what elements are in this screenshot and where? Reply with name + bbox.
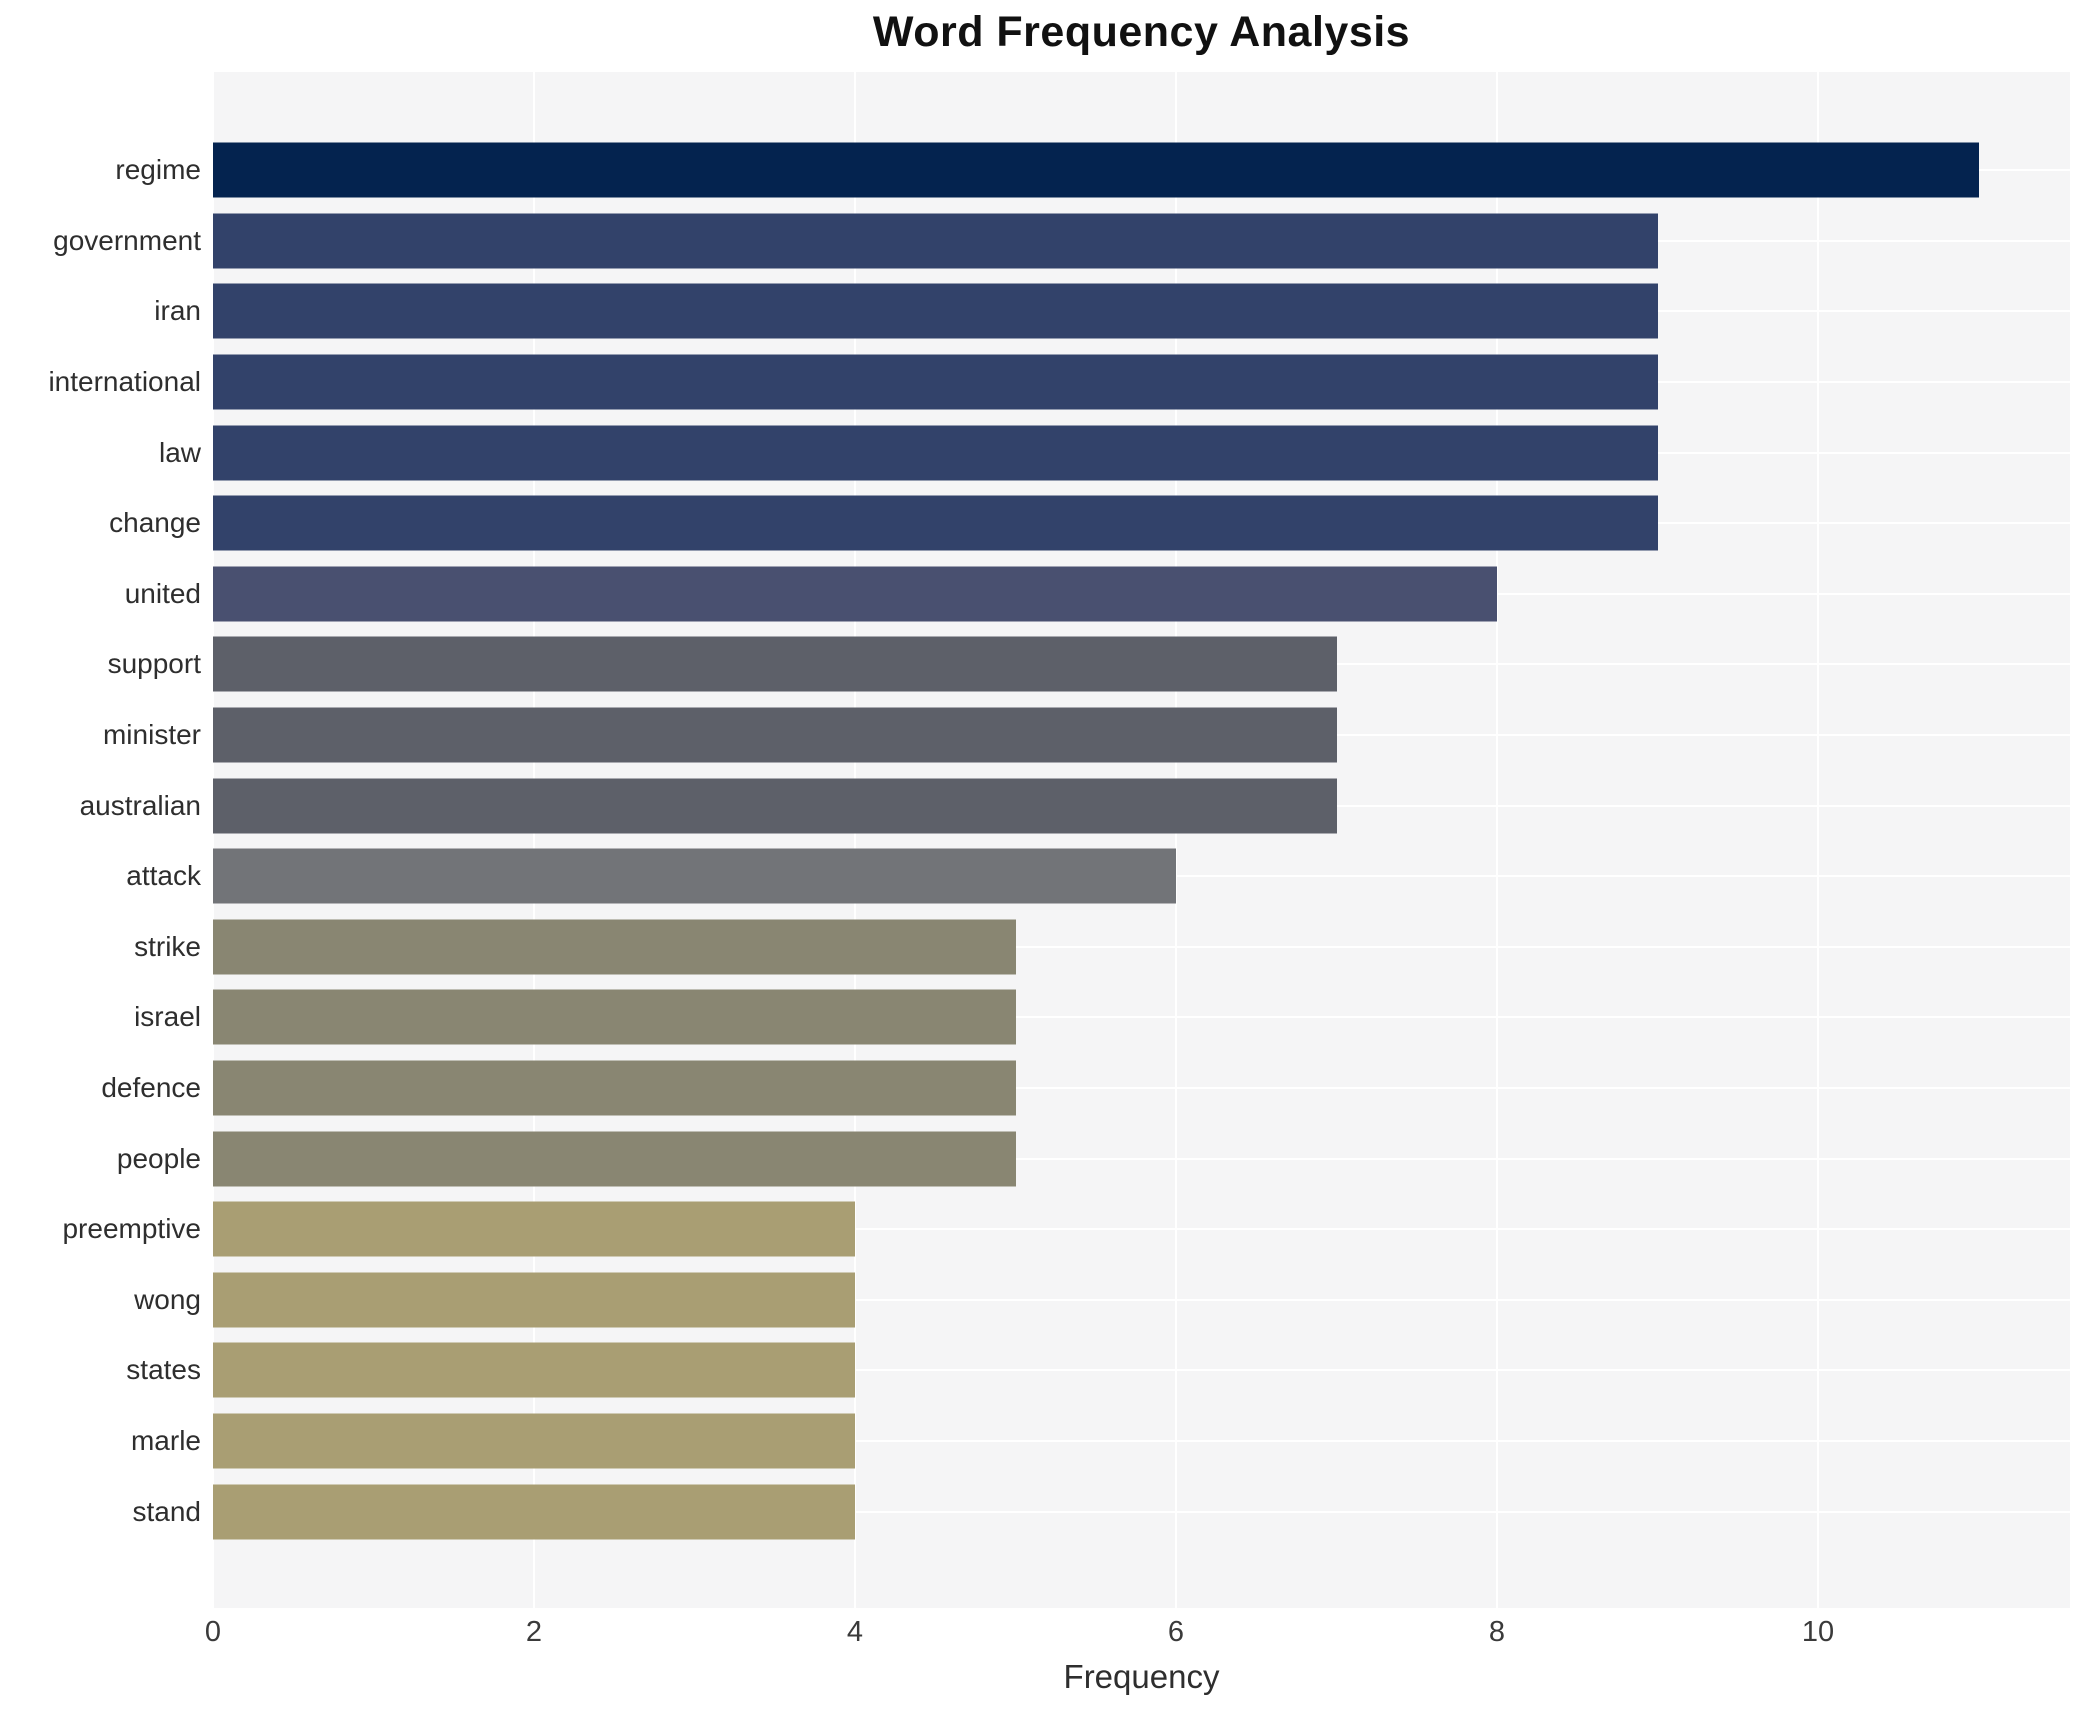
bar-row-australian (213, 770, 2070, 841)
frequency-bar-australian (213, 778, 1337, 834)
gridline-x-8 (1496, 72, 1498, 1608)
gridline-y-israel (213, 1016, 2070, 1019)
bar-row-israel (213, 982, 2070, 1053)
bar-row-law (213, 417, 2070, 488)
category-label-israel: israel (134, 1001, 201, 1033)
gridline-y-states (213, 1369, 2070, 1372)
bar-row-iran (213, 276, 2070, 347)
x-tick-label-2: 2 (525, 1616, 543, 1648)
frequency-bar-marle (213, 1413, 855, 1469)
bar-row-stand (213, 1476, 2070, 1547)
x-tick-label-8: 8 (1488, 1616, 1506, 1648)
gridline-x-6 (1175, 72, 1177, 1608)
gridline-x-2 (533, 72, 535, 1608)
x-tick-label-10: 10 (1801, 1616, 1835, 1648)
category-label-law: law (158, 436, 201, 468)
chart-title: Word Frequency Analysis (872, 8, 1411, 56)
bar-row-united (213, 559, 2070, 630)
bar-rows (213, 135, 2070, 1547)
bar-row-change (213, 488, 2070, 559)
frequency-bar-international (213, 354, 1658, 410)
y-axis-labels: regime government iran international law chan… (0, 135, 201, 1547)
frequency-bar-wong (213, 1272, 855, 1328)
category-label-preemptive: preemptive (62, 1213, 201, 1245)
category-label-defence: defence (101, 1072, 201, 1104)
gridline-x-10 (1817, 72, 1819, 1608)
frequency-bar-strike (213, 919, 1016, 975)
category-label-minister: minister (102, 719, 201, 751)
bar-row-preemptive (213, 1194, 2070, 1265)
x-tick-label-4: 4 (846, 1616, 864, 1648)
bar-row-international (213, 347, 2070, 418)
category-label-states: states (126, 1354, 201, 1386)
frequency-bar-united (213, 566, 1497, 622)
gridline-y-strike (213, 945, 2070, 948)
category-label-united: united (124, 577, 201, 609)
bar-row-states (213, 1335, 2070, 1406)
category-label-attack: attack (126, 860, 201, 892)
gridline-y-preemptive (213, 1228, 2070, 1231)
bar-row-wong (213, 1265, 2070, 1336)
frequency-bar-preemptive (213, 1201, 855, 1257)
frequency-bar-states (213, 1342, 855, 1398)
x-axis: 0 2 4 6 8 10 (205, 1616, 2070, 1652)
frequency-bar-regime (213, 142, 1979, 198)
category-label-change: change (109, 507, 201, 539)
category-label-international: international (48, 366, 201, 398)
category-label-stand: stand (132, 1495, 202, 1527)
bar-row-minister (213, 700, 2070, 771)
category-label-iran: iran (154, 295, 201, 327)
frequency-bar-law (213, 425, 1658, 481)
frequency-bar-support (213, 636, 1337, 692)
x-axis-label: Frequency (1063, 1658, 1220, 1695)
frequency-bar-change (213, 495, 1658, 551)
category-label-strike: strike (134, 930, 201, 962)
bar-row-marle (213, 1406, 2070, 1477)
bar-row-regime (213, 135, 2070, 206)
gridline-y-defence (213, 1087, 2070, 1090)
category-label-wong: wong (134, 1283, 201, 1315)
frequency-bar-attack (213, 848, 1176, 904)
frequency-bar-government (213, 213, 1658, 269)
category-label-australian: australian (79, 789, 201, 821)
plot-area (212, 72, 2070, 1608)
gridline-y-stand (213, 1510, 2070, 1513)
bar-row-attack (213, 841, 2070, 912)
gridline-y-marle (213, 1439, 2070, 1442)
gridline-x-0 (212, 72, 214, 1608)
frequency-bar-minister (213, 707, 1337, 763)
gridline-y-wong (213, 1298, 2070, 1301)
category-label-support: support (107, 648, 201, 680)
bar-row-support (213, 629, 2070, 700)
frequency-bar-stand (213, 1484, 855, 1540)
category-label-marle: marle (130, 1424, 201, 1456)
bar-row-strike (213, 912, 2070, 983)
bar-row-people (213, 1123, 2070, 1194)
gridline-x-4 (854, 72, 856, 1608)
x-tick-label-0: 0 (204, 1616, 222, 1648)
bar-row-defence (213, 1053, 2070, 1124)
x-tick-label-6: 6 (1167, 1616, 1185, 1648)
category-label-government: government (53, 224, 201, 256)
frequency-bar-iran (213, 283, 1658, 339)
frequency-bar-israel (213, 989, 1016, 1045)
gridline-y-people (213, 1157, 2070, 1160)
frequency-bar-defence (213, 1060, 1016, 1116)
bar-row-government (213, 206, 2070, 277)
category-label-people: people (116, 1142, 201, 1174)
frequency-bar-people (213, 1131, 1016, 1187)
category-label-regime: regime (115, 154, 201, 186)
